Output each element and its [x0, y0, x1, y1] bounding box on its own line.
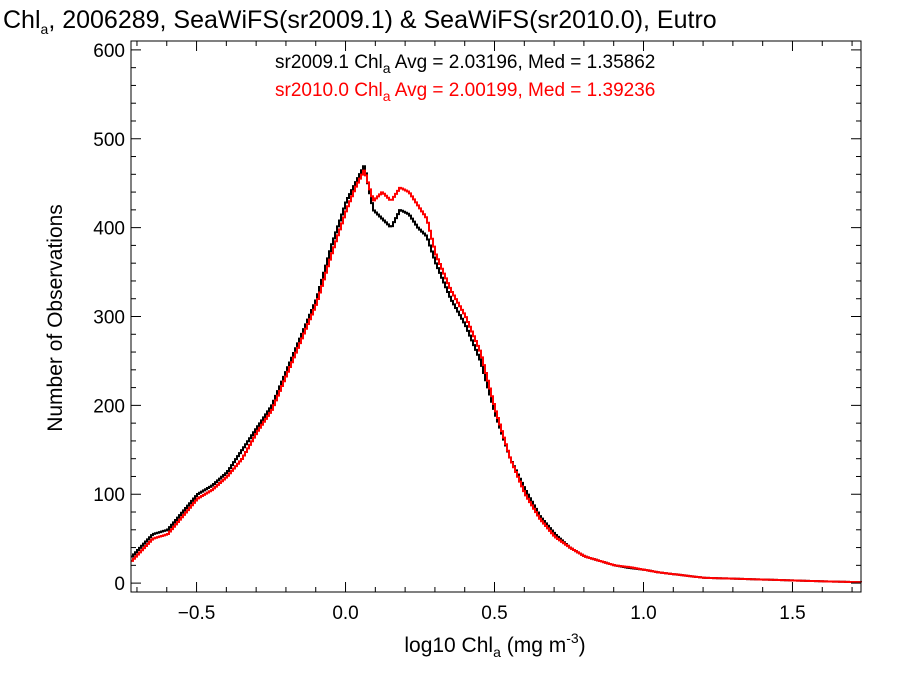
legend-entry-sr2009: sr2009.1 Chla Avg = 2.03196, Med = 1.358…: [275, 52, 655, 76]
x-tick-label: 0.5: [481, 603, 507, 624]
series-layer: [131, 165, 862, 584]
chart-title: Chla, 2006289, SeaWiFS(sr2009.1) & SeaWi…: [3, 6, 717, 37]
tick-label-layer: −0.5 0.0 0.5 1.0 1.5 0 100 200 300 400 500 600: [93, 41, 805, 624]
plot-frame: [130, 40, 862, 593]
y-tick-label: 0: [114, 574, 125, 595]
x-tick-label: 1.5: [779, 603, 805, 624]
tick-layer: [131, 41, 861, 592]
y-tick-label: 500: [93, 130, 125, 151]
series-sr2010-histogram: [131, 169, 862, 584]
legend-entry-sr2010: sr2010.0 Chla Avg = 2.00199, Med = 1.392…: [275, 80, 655, 104]
y-tick-label: 600: [93, 41, 125, 62]
y-tick-label: 400: [93, 219, 125, 240]
y-tick-label: 200: [93, 396, 125, 417]
plot-area: −0.5 0.0 0.5 1.0 1.5 0 100 200 300 400 500 600: [93, 40, 862, 624]
y-tick-label: 100: [93, 485, 125, 506]
x-axis-label: log10 Chla (mg m-3): [404, 630, 585, 660]
x-tick-label: 1.0: [630, 603, 656, 624]
y-tick-label: 300: [93, 308, 125, 329]
y-axis-label: Number of Observations: [44, 204, 67, 432]
x-tick-label: −0.5: [178, 603, 216, 624]
x-tick-label: 0.0: [332, 603, 358, 624]
series-sr2009-histogram: [131, 165, 862, 584]
